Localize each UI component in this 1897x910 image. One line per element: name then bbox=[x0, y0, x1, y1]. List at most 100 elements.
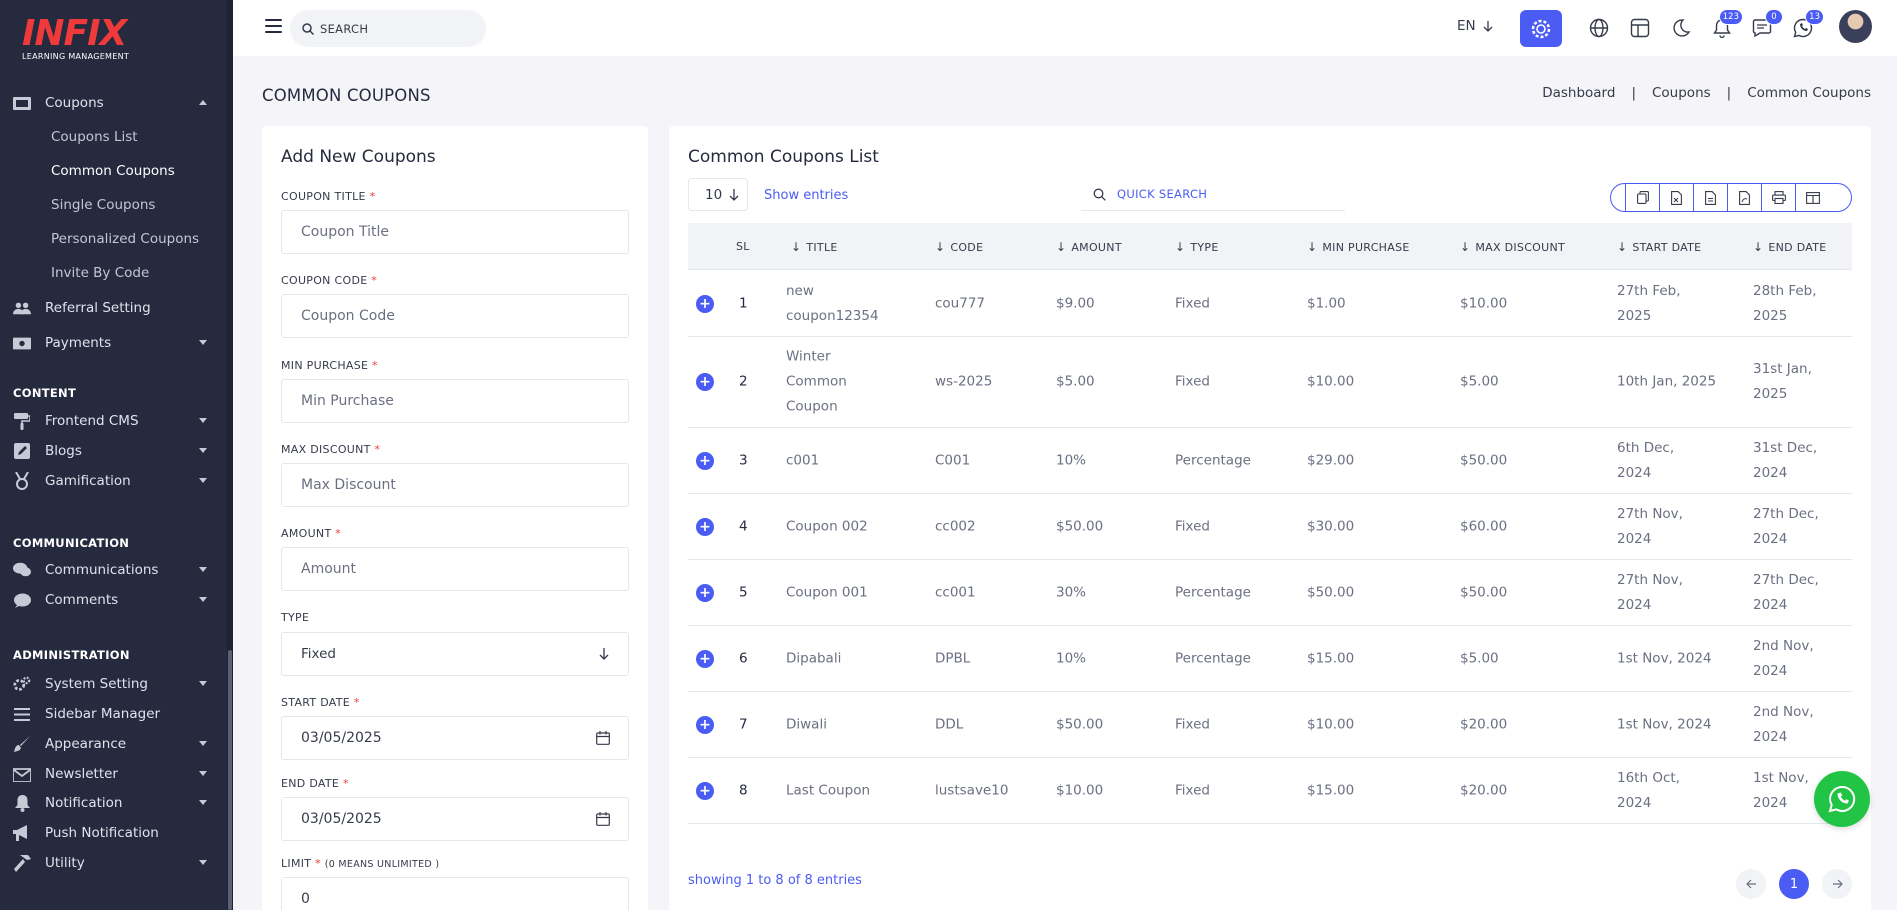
sidebar-item-newsletter[interactable]: Newsletter bbox=[0, 759, 227, 789]
min-purchase-field[interactable] bbox=[281, 379, 629, 423]
sidebar-item-system-setting[interactable]: System Setting bbox=[0, 669, 227, 699]
column-header-amount[interactable]: ↓ AMOUNT bbox=[1056, 240, 1122, 254]
sidebar-sub-invite-by-code[interactable]: Invite By Code bbox=[51, 265, 150, 281]
layout-button[interactable] bbox=[1627, 15, 1653, 41]
table-row[interactable]: + 6 Dipabali DPBL 10% Percentage $15.00 … bbox=[688, 626, 1852, 692]
expand-row-icon[interactable]: + bbox=[696, 451, 714, 470]
table-row[interactable]: + 7 Diwali DDL $50.00 Fixed $10.00 $20.0… bbox=[688, 692, 1852, 758]
messages-button[interactable]: 0 bbox=[1749, 9, 1783, 41]
table-row[interactable]: + 4 Coupon 002 cc002 $50.00 Fixed $30.00… bbox=[688, 494, 1852, 560]
table-info: showing 1 to 8 of 8 entries bbox=[688, 873, 862, 888]
column-header-min-purchase[interactable]: ↓ MIN PURCHASE bbox=[1307, 240, 1410, 254]
sidebar-item-utility[interactable]: Utility bbox=[0, 848, 227, 878]
hamburger-menu-icon[interactable] bbox=[265, 19, 282, 33]
column-header-end-date[interactable]: ↓ END DATE bbox=[1753, 240, 1827, 254]
whatsapp-top-button[interactable]: 13 bbox=[1790, 9, 1824, 41]
sidebar-item-sidebar-manager[interactable]: Sidebar Manager bbox=[0, 699, 227, 729]
coupon-title-field[interactable] bbox=[281, 210, 629, 254]
end-date-field[interactable]: 03/05/2025 bbox=[281, 797, 629, 841]
table-row[interactable]: + 5 Coupon 001 cc001 30% Percentage $50.… bbox=[688, 560, 1852, 626]
topbar: EN 123 0 13 bbox=[233, 0, 1897, 56]
csv-button[interactable] bbox=[1693, 184, 1727, 211]
notifications-button[interactable]: 123 bbox=[1709, 9, 1743, 41]
top-search[interactable] bbox=[290, 10, 486, 47]
cell-end-date: 1st Nov, 2024 bbox=[1753, 769, 1809, 811]
table-row[interactable]: + 1 new coupon12354 cou777 $9.00 Fixed $… bbox=[688, 271, 1852, 337]
search-input[interactable] bbox=[320, 21, 470, 36]
column-header-code[interactable]: ↓ CODE bbox=[935, 240, 984, 254]
avatar[interactable] bbox=[1839, 10, 1872, 43]
max-discount-input[interactable] bbox=[301, 477, 581, 493]
sidebar-item-referral-setting[interactable]: Referral Setting bbox=[0, 293, 227, 323]
table-row[interactable]: + 8 Last Coupon lustsave10 $10.00 Fixed … bbox=[688, 758, 1852, 824]
entries-select[interactable]: 10 bbox=[688, 178, 748, 211]
limit-field[interactable]: 0 bbox=[281, 877, 629, 910]
sidebar-item-coupons[interactable]: Coupons bbox=[0, 88, 227, 118]
sidebar-sub-common-coupons[interactable]: Common Coupons bbox=[51, 163, 175, 179]
sidebar-item-communications[interactable]: Communications bbox=[0, 555, 227, 585]
sidebar-item-push-notification[interactable]: Push Notification bbox=[0, 818, 227, 848]
table-row[interactable]: + 3 c001 C001 10% Percentage $29.00 $50.… bbox=[688, 428, 1852, 494]
coupon-code-field[interactable] bbox=[281, 294, 629, 338]
breadcrumb-coupons[interactable]: Coupons bbox=[1652, 85, 1711, 101]
page-button[interactable]: 1 bbox=[1779, 869, 1809, 899]
sidebar-sub-coupons-list[interactable]: Coupons List bbox=[51, 129, 138, 145]
coupon-code-input[interactable] bbox=[301, 308, 581, 324]
sidebar-item-blogs[interactable]: Blogs bbox=[0, 436, 227, 466]
calendar-icon[interactable] bbox=[596, 731, 610, 745]
logo[interactable]: INFIX LEARNING MANAGEMENT bbox=[22, 16, 129, 62]
expand-row-icon[interactable]: + bbox=[696, 583, 714, 602]
sidebar-item-appearance[interactable]: Appearance bbox=[0, 729, 227, 759]
column-header-max-discount[interactable]: ↓ MAX DISCOUNT bbox=[1460, 240, 1566, 254]
start-date-label: START DATE * bbox=[281, 696, 360, 709]
sidebar-scrollbar[interactable] bbox=[228, 650, 232, 910]
calendar-icon[interactable] bbox=[596, 812, 610, 826]
sort-arrow-icon: ↓ bbox=[1056, 240, 1067, 254]
expand-row-icon[interactable]: + bbox=[696, 517, 714, 536]
pdf-button[interactable] bbox=[1727, 184, 1761, 211]
settings-button[interactable] bbox=[1520, 10, 1562, 47]
expand-row-icon[interactable]: + bbox=[696, 715, 714, 734]
language-selector[interactable]: EN bbox=[1457, 18, 1494, 34]
sidebar-item-comments[interactable]: Comments bbox=[0, 585, 227, 615]
quick-search-input[interactable] bbox=[1117, 187, 1317, 201]
expand-row-icon[interactable]: + bbox=[696, 294, 714, 313]
arrow-down-icon bbox=[599, 648, 609, 660]
globe-button[interactable] bbox=[1586, 15, 1612, 41]
next-page-button[interactable] bbox=[1822, 869, 1852, 899]
start-date-field[interactable]: 03/05/2025 bbox=[281, 716, 629, 760]
sidebar-item-gamification[interactable]: Gamification bbox=[0, 466, 227, 496]
amount-input[interactable] bbox=[301, 561, 581, 577]
amount-field[interactable] bbox=[281, 547, 629, 591]
expand-row-icon[interactable]: + bbox=[696, 373, 714, 391]
cell-end-date: 2nd Nov, 2024 bbox=[1753, 637, 1814, 679]
copy-button[interactable] bbox=[1625, 184, 1659, 211]
table-row[interactable]: + 2 Winter Common Coupon ws-2025 $5.00 F… bbox=[688, 337, 1852, 428]
excel-button[interactable] bbox=[1659, 184, 1693, 211]
whatsapp-float-button[interactable] bbox=[1814, 771, 1870, 827]
breadcrumb-dashboard[interactable]: Dashboard bbox=[1542, 85, 1616, 101]
sidebar-item-notification[interactable]: Notification bbox=[0, 788, 227, 818]
min-purchase-input[interactable] bbox=[301, 393, 581, 409]
previous-page-button[interactable] bbox=[1736, 869, 1766, 899]
column-header-sl[interactable]: SL bbox=[736, 240, 750, 253]
expand-row-icon[interactable]: + bbox=[696, 781, 714, 800]
sidebar-item-label: Referral Setting bbox=[45, 300, 151, 316]
print-button[interactable] bbox=[1761, 184, 1795, 211]
columns-button[interactable] bbox=[1795, 184, 1829, 211]
coupon-title-input[interactable] bbox=[301, 224, 581, 240]
megaphone-icon bbox=[13, 825, 31, 841]
chevron-down-icon bbox=[199, 771, 207, 776]
column-header-start-date[interactable]: ↓ START DATE bbox=[1617, 240, 1702, 254]
sidebar-sub-single-coupons[interactable]: Single Coupons bbox=[51, 197, 156, 213]
expand-row-icon[interactable]: + bbox=[696, 649, 714, 668]
column-header-type[interactable]: ↓ TYPE bbox=[1175, 240, 1219, 254]
sidebar-item-frontend-cms[interactable]: Frontend CMS bbox=[0, 406, 227, 436]
column-header-title[interactable]: ↓ TITLE bbox=[791, 240, 838, 254]
quick-search[interactable] bbox=[1081, 178, 1345, 211]
dark-mode-button[interactable] bbox=[1668, 15, 1694, 41]
max-discount-field[interactable] bbox=[281, 463, 629, 507]
sidebar-item-payments[interactable]: Payments bbox=[0, 328, 227, 358]
type-select[interactable]: Fixed bbox=[281, 632, 629, 676]
sidebar-sub-personalized-coupons[interactable]: Personalized Coupons bbox=[51, 231, 200, 247]
